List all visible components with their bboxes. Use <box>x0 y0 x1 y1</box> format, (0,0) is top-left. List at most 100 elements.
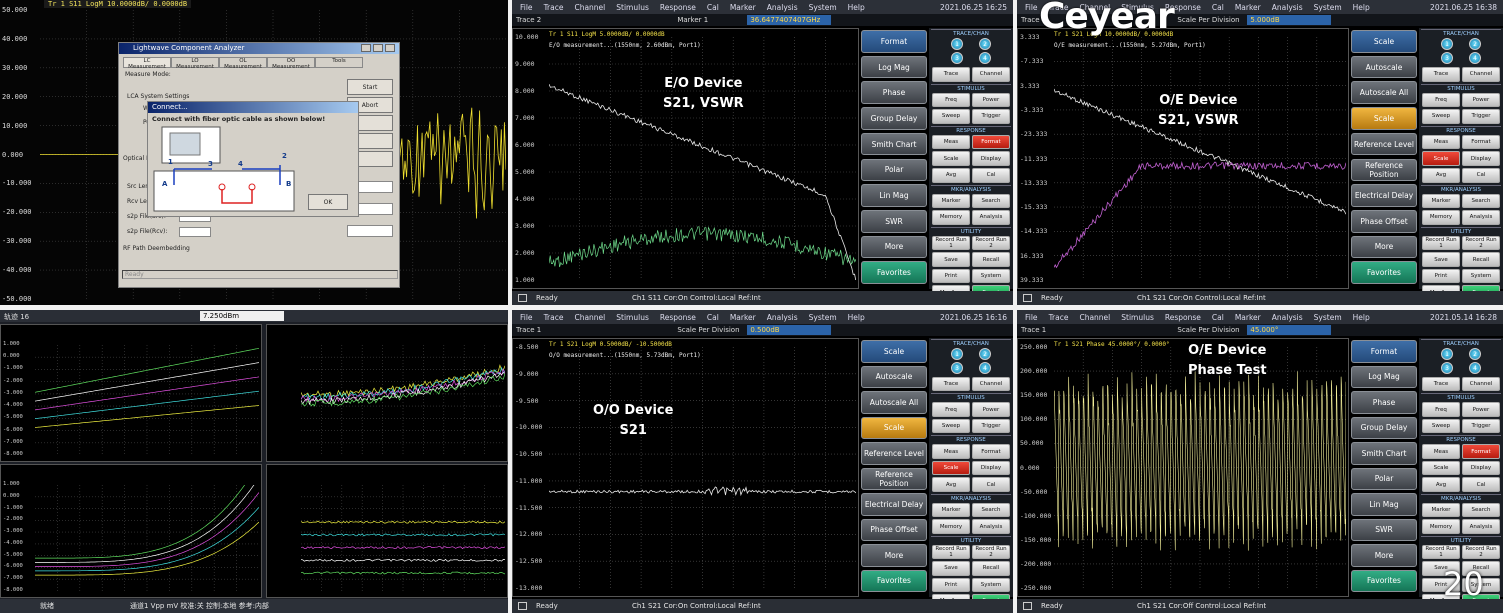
softkey[interactable]: Group Delay <box>1351 416 1417 439</box>
hard-key[interactable]: Recall <box>1462 252 1500 267</box>
softkey[interactable]: Format <box>1351 340 1417 363</box>
hard-key[interactable]: Marker <box>932 193 970 209</box>
tab[interactable]: LO Measurement <box>171 57 219 70</box>
channel-key[interactable]: 4 <box>1469 52 1481 64</box>
hard-key[interactable]: Memory <box>1422 519 1460 534</box>
hard-key[interactable]: Sweep <box>1422 418 1460 434</box>
menu-item[interactable]: Cal <box>1211 2 1224 12</box>
menu-item[interactable]: Marker <box>729 2 756 12</box>
menu-item[interactable]: Stimulus <box>616 2 649 12</box>
tab[interactable]: Tools <box>315 57 363 68</box>
channel-key[interactable]: 3 <box>951 362 963 374</box>
softkey[interactable]: Log Mag <box>1351 365 1417 388</box>
hard-key[interactable]: Avg <box>1422 167 1460 183</box>
hard-key[interactable]: Power <box>1462 92 1500 108</box>
hard-key[interactable]: Print <box>932 268 970 284</box>
hard-key[interactable]: Memory <box>932 519 970 534</box>
menu-item[interactable]: File <box>1025 312 1038 322</box>
menu-item[interactable]: Help <box>847 2 865 12</box>
hard-key[interactable]: Cal <box>1462 167 1500 183</box>
ok-button[interactable]: OK <box>308 194 348 210</box>
hard-key[interactable]: System <box>1462 268 1500 284</box>
hard-key[interactable]: Format <box>1462 134 1500 150</box>
softkey[interactable]: Lin Mag <box>861 184 927 207</box>
softkey[interactable]: Reference Level <box>1351 132 1417 156</box>
hard-key[interactable]: Save <box>1422 561 1460 576</box>
softkey[interactable]: Scale <box>1351 107 1417 130</box>
hard-key[interactable]: Power <box>1462 402 1500 417</box>
hard-key[interactable]: Trace <box>1422 67 1460 82</box>
softkey[interactable]: SWR <box>1351 518 1417 541</box>
hard-key[interactable]: Record Run 2 <box>972 235 1010 251</box>
softkey[interactable]: Scale <box>861 340 927 363</box>
hard-key[interactable]: Display <box>972 460 1010 476</box>
softkey[interactable]: More <box>861 235 927 259</box>
menu-item[interactable]: Trace <box>1048 312 1069 322</box>
softkey[interactable]: SWR <box>861 209 927 233</box>
menu-item[interactable]: Marker <box>1234 312 1261 322</box>
hard-key[interactable]: Recall <box>972 252 1010 267</box>
menu-item[interactable]: Analysis <box>766 2 798 12</box>
softkey[interactable]: Electrical Delay <box>1351 184 1417 207</box>
hard-key[interactable]: Cal <box>972 167 1010 183</box>
hard-key[interactable]: Sweep <box>932 418 970 434</box>
hard-key[interactable]: Trace <box>1422 377 1460 392</box>
hard-key[interactable]: Freq <box>932 402 970 417</box>
hard-key[interactable]: Freq <box>932 92 970 108</box>
menu-item[interactable]: Channel <box>1079 312 1111 322</box>
menu-item[interactable]: Stimulus <box>1121 312 1154 322</box>
softkey[interactable]: Electrical Delay <box>861 493 927 516</box>
window-control[interactable] <box>373 44 383 52</box>
channel-key[interactable]: 1 <box>1441 348 1453 360</box>
window-control[interactable] <box>361 44 371 52</box>
softkey[interactable]: Reference Position <box>861 467 927 490</box>
hard-key[interactable]: Record Run 2 <box>1462 544 1500 560</box>
hard-key[interactable]: Trigger <box>972 418 1010 434</box>
menu-item[interactable]: File <box>520 2 533 12</box>
hard-key[interactable]: Marker <box>1422 502 1460 518</box>
menu-item[interactable]: Help <box>847 312 865 322</box>
menu-item[interactable]: Channel <box>574 2 606 12</box>
menu-item[interactable]: Cal <box>706 2 719 12</box>
softkey[interactable]: Smith Chart <box>861 132 927 156</box>
menu-item[interactable]: Trace <box>1048 2 1069 12</box>
menu-item[interactable]: Stimulus <box>616 312 649 322</box>
hard-key[interactable]: Record Run 1 <box>932 544 970 560</box>
softkey[interactable]: Phase <box>1351 391 1417 414</box>
hard-key[interactable]: Record Run 1 <box>1422 544 1460 560</box>
channel-key[interactable]: 1 <box>951 348 963 360</box>
hard-key[interactable]: Meas <box>1422 134 1460 150</box>
field-value[interactable]: 7.250dBm <box>200 311 284 321</box>
hard-key[interactable]: Analysis <box>972 519 1010 534</box>
hard-key[interactable]: Meas <box>1422 444 1460 459</box>
hard-key[interactable]: Channel <box>1462 377 1500 392</box>
menu-item[interactable]: Response <box>659 2 696 12</box>
channel-key[interactable]: 4 <box>979 362 991 374</box>
hard-key[interactable]: Memory <box>1422 210 1460 225</box>
menu-item[interactable]: Analysis <box>1271 2 1303 12</box>
softkey[interactable]: Favorites <box>861 261 927 284</box>
softkey[interactable]: More <box>861 544 927 567</box>
hard-key[interactable]: System <box>972 268 1010 284</box>
menu-item[interactable]: Channel <box>574 312 606 322</box>
softkey[interactable]: Scale <box>1351 30 1417 53</box>
hard-key[interactable]: System <box>972 577 1010 593</box>
hard-key[interactable]: Record Run 2 <box>1462 235 1500 251</box>
field-value[interactable]: 45.000° <box>1247 325 1332 335</box>
channel-key[interactable]: 1 <box>1441 38 1453 50</box>
channel-key[interactable]: 1 <box>951 38 963 50</box>
hard-key[interactable]: Analysis <box>1462 519 1500 534</box>
field-value[interactable]: 0.500dB <box>747 325 832 335</box>
hard-key[interactable]: Display <box>1462 151 1500 166</box>
hard-key[interactable]: Record Run 2 <box>972 544 1010 560</box>
hard-key[interactable]: Sweep <box>1422 109 1460 124</box>
hard-key[interactable]: Save <box>932 252 970 267</box>
softkey[interactable]: Phase <box>861 81 927 105</box>
hard-key[interactable]: System <box>1462 577 1500 593</box>
hard-key[interactable]: Print <box>1422 268 1460 284</box>
hard-key[interactable]: Avg <box>1422 477 1460 492</box>
channel-key[interactable]: 3 <box>1441 362 1453 374</box>
hard-key[interactable]: Search <box>1462 502 1500 518</box>
channel-key[interactable]: 4 <box>1469 362 1481 374</box>
menu-item[interactable]: System <box>808 312 837 322</box>
